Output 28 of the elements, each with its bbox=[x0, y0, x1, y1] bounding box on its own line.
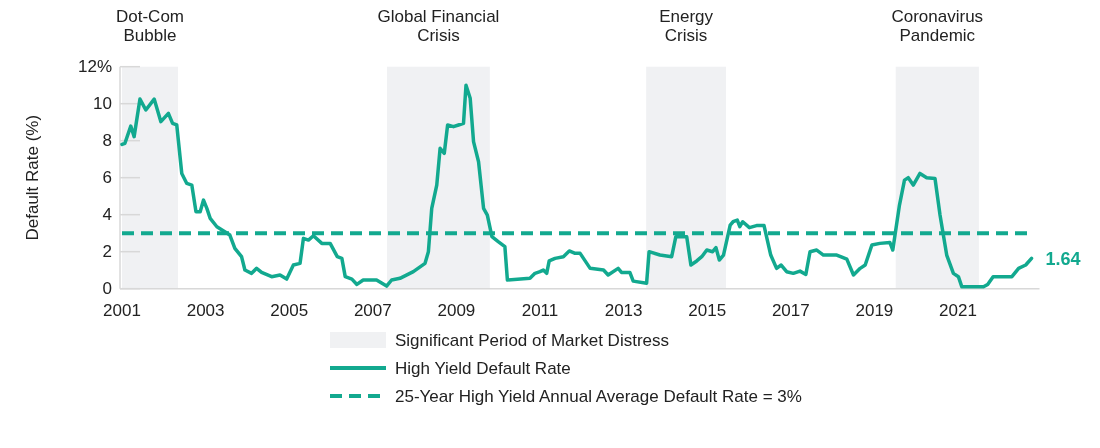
y-tick-label: 12% bbox=[77, 57, 112, 77]
x-tick-label: 2017 bbox=[771, 300, 810, 320]
x-tick-label: 2009 bbox=[437, 300, 476, 320]
x-tick-label: 2003 bbox=[186, 300, 225, 320]
y-tick-label: 0 bbox=[102, 279, 112, 299]
x-tick-label: 2001 bbox=[103, 300, 141, 320]
y-tick-label: 6 bbox=[102, 168, 112, 188]
x-tick-label: 2007 bbox=[353, 300, 392, 320]
legend-label: High Yield Default Rate bbox=[395, 358, 571, 378]
annotation: 1.64 bbox=[1045, 248, 1081, 269]
text: Significant Period of Market Distress bbox=[395, 330, 669, 350]
y-tick-label: 8 bbox=[102, 131, 112, 151]
y-tick-label: 4 bbox=[102, 205, 112, 225]
x-tick-label: 2021 bbox=[939, 300, 977, 320]
band-label: Global Financial Crisis bbox=[377, 7, 500, 45]
band-label: Energy Crisis bbox=[659, 7, 714, 45]
band-label: Coronavirus Pandemic bbox=[891, 7, 984, 45]
x-tick-label: 2019 bbox=[855, 300, 894, 320]
line-series bbox=[120, 83, 1034, 289]
legend-label: 25-Year High Yield Annual Average Default Rate = 3% bbox=[395, 386, 802, 406]
x-tick-label: 2011 bbox=[521, 300, 559, 320]
y-tick-label: 2 bbox=[102, 242, 112, 262]
x-tick-label: 2005 bbox=[270, 300, 309, 320]
band-label: Dot-Com Bubble bbox=[116, 7, 185, 45]
y-axis-title: Default Rate (%) bbox=[23, 114, 42, 241]
x-tick-label: 2015 bbox=[688, 300, 727, 320]
x-tick-label: 2013 bbox=[604, 300, 643, 320]
y-tick-label: 10 bbox=[93, 94, 112, 114]
